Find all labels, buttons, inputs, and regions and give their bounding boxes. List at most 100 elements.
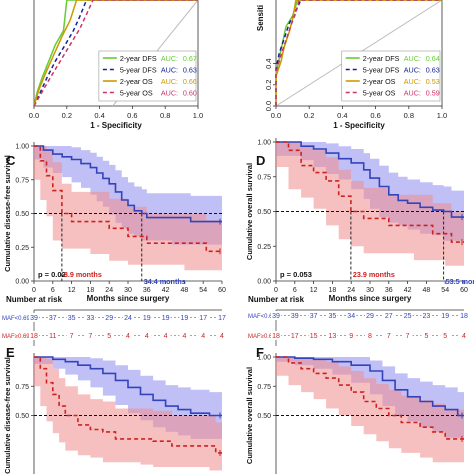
- risk-cell: 19: [162, 315, 170, 322]
- roc-curve: [275, 0, 442, 106]
- roc-panel-1: 0.0 0.2 0.4 0.6 0.8 1.0 1 - Specificity 2-year …: [29, 0, 203, 130]
- panel-letter: D: [256, 153, 265, 168]
- legend-auc-label: AUC:: [404, 77, 421, 86]
- y-tick-label: 0.25: [15, 245, 29, 252]
- risk-row-label: MAF<0.69%: [2, 316, 36, 322]
- x-tick-label: 0.0: [29, 111, 39, 120]
- roc-curve: [275, 0, 442, 106]
- risk-cell-bg: [421, 331, 432, 340]
- risk-cell-bg: [421, 311, 432, 320]
- risk-cell-bg: [271, 311, 281, 320]
- risk-cell: 17: [291, 333, 299, 340]
- y-tick-label: 0.50: [15, 413, 29, 420]
- y-tick-label: 1.00: [15, 144, 29, 151]
- risk-cell-bg: [66, 313, 77, 322]
- risk-cell-bg: [179, 313, 190, 322]
- p-value: p = 0.02: [38, 270, 66, 279]
- risk-cell: 7: [70, 333, 74, 340]
- survival-curve: [34, 356, 222, 417]
- risk-cell-bg: [123, 331, 133, 340]
- x-tick-label: 0.0: [271, 111, 281, 120]
- risk-cell-bg: [440, 331, 451, 340]
- roc-curve: [33, 0, 198, 107]
- panel-letter: C: [6, 153, 16, 168]
- risk-cell: 7: [88, 333, 92, 340]
- risk-cell: 13: [329, 333, 337, 340]
- km-panel-d: D0.000.250.500.751.000 6 12 18 24 30 36 42 48 54 6…: [245, 138, 474, 346]
- plot-frame: [275, 0, 443, 107]
- y-tick-label: 0.50: [257, 209, 271, 216]
- roc-curve: [275, 0, 442, 106]
- x-tick-label: 0.2: [62, 111, 72, 120]
- risk-cell: 5: [424, 333, 428, 340]
- risk-cell: 39: [272, 313, 280, 320]
- legend-auc-label: AUC:: [404, 88, 421, 97]
- risk-cell-bg: [85, 313, 96, 322]
- legend-auc-value: 0.59: [426, 88, 440, 97]
- risk-cell: 39: [291, 313, 299, 320]
- legend-label: 2-year DFS: [120, 54, 157, 63]
- risk-cell: 11: [49, 333, 56, 340]
- survival-curve: [276, 141, 464, 218]
- x-tick-label: 1.0: [193, 111, 203, 120]
- y-tick-label: 1.00: [257, 355, 271, 362]
- legend-auc-label: AUC:: [161, 88, 178, 97]
- y-tick-label: 0.4: [264, 58, 273, 68]
- risk-cell: 24: [124, 315, 132, 322]
- x-tick-label: 60: [218, 287, 226, 294]
- risk-cell-bg: [66, 331, 77, 340]
- risk-cell: 4: [201, 333, 205, 340]
- legend-auc-value: 0.60: [183, 88, 197, 97]
- y-tick-label: 0.2: [264, 80, 273, 90]
- risk-cell: 9: [349, 333, 353, 340]
- x-tick-label: 54: [441, 287, 449, 294]
- legend-auc-value: 0.53: [426, 77, 440, 86]
- risk-row-label: MAF<0.69%: [248, 314, 282, 320]
- risk-cell-bg: [198, 331, 209, 340]
- risk-cell: 4: [220, 333, 224, 340]
- roc-curve: [275, 0, 442, 106]
- confidence-band: [34, 146, 222, 271]
- risk-cell-bg: [160, 313, 171, 322]
- risk-cell-bg: [346, 311, 357, 320]
- km-panel-c: C0.000.250.500.751.000 6 12 18 24 30 36 42 48 54 6…: [2, 142, 227, 346]
- risk-cell-bg: [365, 311, 375, 320]
- y-tick-label: 0.0: [264, 101, 273, 111]
- x-tick-label: 54: [199, 287, 207, 294]
- risk-cell-bg: [29, 331, 39, 340]
- y-tick-label: 0.75: [15, 177, 29, 184]
- y-tick-label: 0.50: [15, 211, 29, 218]
- y-axis-label: Sensiti: [256, 5, 265, 31]
- risk-cell: 34: [347, 313, 355, 320]
- x-tick-label: 18: [87, 287, 95, 294]
- x-tick-label: 42: [162, 287, 170, 294]
- x-tick-label: 0.6: [370, 111, 380, 120]
- y-axis-label: Cumulative disease-free survival: [3, 357, 12, 474]
- x-tick-label: 12: [310, 287, 318, 294]
- risk-cell: 7: [406, 333, 410, 340]
- legend-auc-label: AUC:: [404, 65, 421, 74]
- risk-cell: 33: [87, 315, 95, 322]
- risk-cell-bg: [327, 311, 338, 320]
- x-tick-label: 0: [32, 287, 36, 294]
- risk-cell: 39: [30, 315, 38, 322]
- x-tick-label: 6: [293, 287, 297, 294]
- risk-cell-bg: [289, 311, 300, 320]
- risk-cell: 23: [423, 313, 431, 320]
- confidence-band: [34, 357, 222, 471]
- roc-curve: [33, 0, 198, 107]
- risk-cell: 4: [462, 333, 466, 340]
- risk-cell: 35: [68, 315, 76, 322]
- risk-cell: 15: [310, 333, 318, 340]
- y-tick-label: 0.00: [15, 279, 29, 286]
- x-tick-label: 1.0: [437, 111, 447, 120]
- x-axis-label: Months since surgery: [329, 294, 412, 303]
- plot-frame: [33, 0, 199, 107]
- risk-cell: 37: [49, 315, 57, 322]
- risk-cell: 29: [366, 313, 374, 320]
- survival-curve: [276, 356, 464, 440]
- risk-table-title: Number at risk: [248, 295, 305, 304]
- survival-curve: [276, 141, 464, 243]
- risk-cell-bg: [327, 331, 338, 340]
